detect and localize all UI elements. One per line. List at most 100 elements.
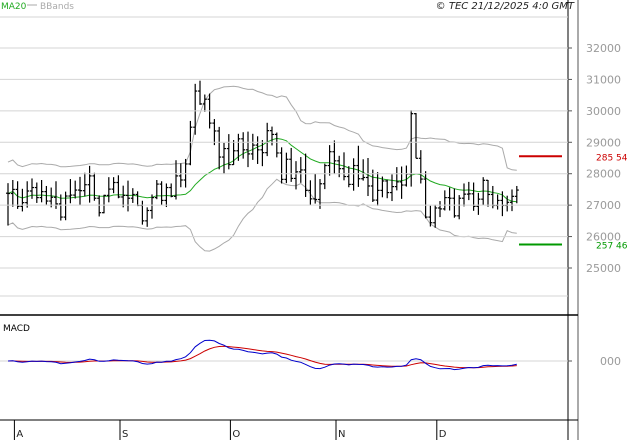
ohlc-bar [418,150,423,184]
ohlc-bar [34,182,39,203]
macd-signal-line [7,345,517,369]
ohlc-bar [102,194,106,214]
ohlc-bar [198,80,202,105]
ohlc-bar [414,113,418,159]
ohlc-bar [303,153,308,197]
ohlc-bar [438,201,442,218]
ohlc-bar [49,187,54,208]
ohlc-bar [274,132,279,158]
ohlc-bar [150,194,154,219]
ohlc-bar [313,173,318,204]
ohlc-bar [342,152,346,181]
price-tick-label: 25000 [586,262,621,275]
ohlc-bar [241,132,246,159]
ohlc-bar [130,188,135,203]
ohlc-bar [73,180,78,199]
ohlc-bar [174,160,178,200]
ohlc-bar [481,177,486,206]
ohlc-bar [231,140,236,166]
ohlc-bar [284,152,289,184]
ohlc-bar [260,140,265,167]
ohlc-bar [121,185,126,208]
ohlc-bar [58,194,63,221]
ohlc-bar [308,180,313,205]
ohlc-bar [188,120,193,166]
ohlc-bar [15,181,20,209]
ohlc-bar [428,205,433,227]
ohlc-bar [390,174,394,202]
ohlc-bar [250,133,255,160]
ohlc-bar [212,119,217,146]
macd-panel: 000 MACD [0,324,621,371]
ohlc-bar [346,166,351,188]
month-label: S [122,429,128,440]
ohlc-bar [471,182,476,211]
ohlc-bar [375,172,380,206]
ohlc-bar [92,172,97,201]
ohlc-bar [462,183,466,207]
ohlc-bar [246,131,250,168]
ohlc-bar [466,181,471,201]
price-tick-label: 26000 [586,231,621,244]
ohlc-bar [327,145,332,176]
price-tick-label: 32000 [586,42,621,55]
ohlc-bar [44,185,49,205]
ohlc-bar [289,147,294,182]
ohlc-bar [447,187,452,211]
ohlc-bar [82,172,87,197]
ohlc-bar [351,158,356,191]
ohlc-bar [486,179,490,207]
bband-upper-line [7,85,517,171]
ohlc-bar [332,140,337,175]
ohlc-bar [442,190,447,211]
ohlc-bar [39,180,44,203]
price-tick-label: 29000 [586,136,621,149]
price-tick-label: 27000 [586,199,621,212]
ohlc-bar [202,94,207,112]
ohlc-bar [25,181,30,208]
ohlc-bar [399,166,404,199]
ohlc-bar [20,188,25,212]
ohlc-bar [279,147,284,184]
ohlc-bar [370,169,375,202]
ohlc-bar [294,161,298,190]
ohlc-bar [265,122,270,157]
ohlc-bar [385,179,390,199]
macd-line [7,339,517,371]
ohlc-bar [106,177,111,203]
ohlc-bar [164,183,169,208]
ohlc-bar [322,163,327,190]
price-tick-label: 28000 [586,168,621,181]
legend-ma20: MA20 [1,2,27,12]
ohlc-bar [452,188,457,218]
ohlc-bar [356,145,361,187]
macd-zero-label: 000 [600,355,621,368]
ohlc-bar [159,181,164,205]
ohlc-bar [394,167,399,191]
ohlc-bar [63,191,68,221]
month-label: A [16,429,23,440]
ohlc-bar [380,176,385,198]
ohlc-bar [97,195,102,217]
ohlc-bar [145,207,150,227]
ohlc-bar [54,181,58,209]
ohlc-bar [10,180,15,207]
macd-title: MACD [3,324,30,334]
ohlc-bar [433,204,438,228]
month-label: N [338,429,345,440]
bband-lower-line [7,178,517,252]
month-label: D [439,429,447,440]
ohlc-bar [154,180,159,200]
support-label: 257 46 [596,242,627,252]
ohlc-bar [423,171,428,219]
month-label: O [232,429,240,440]
ohlc-bar [6,183,10,226]
chart-header: MA20 BBands © TEC 21/12/2025 4:0 GMT [1,1,575,12]
ohlc-bar [222,142,226,174]
ohlc-bar [87,165,92,203]
ohlc-bar [510,189,514,212]
ohlc-bar [514,185,519,204]
